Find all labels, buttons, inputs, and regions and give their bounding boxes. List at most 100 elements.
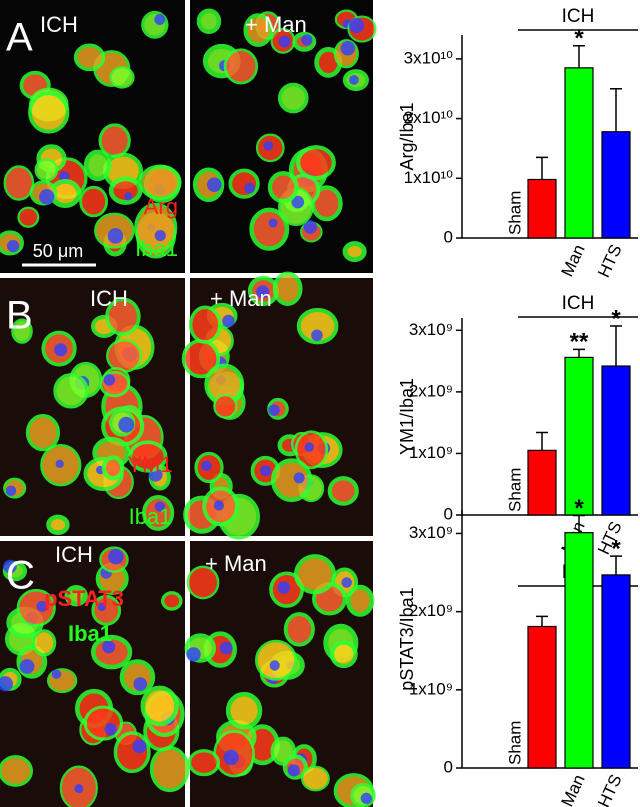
nucleus bbox=[260, 465, 272, 477]
nucleus bbox=[360, 792, 372, 804]
cell bbox=[228, 168, 260, 199]
cell bbox=[99, 370, 131, 398]
nucleus bbox=[303, 220, 318, 234]
y-tick-label: 3x10⁹ bbox=[409, 523, 453, 542]
cell bbox=[105, 297, 141, 336]
cell bbox=[270, 458, 313, 503]
cell bbox=[83, 149, 112, 182]
nucleus bbox=[19, 659, 35, 674]
cell bbox=[28, 91, 70, 134]
nucleus bbox=[201, 460, 212, 472]
cell bbox=[267, 171, 299, 204]
y-axis-label: Arg/Iba1 bbox=[397, 102, 417, 170]
cell bbox=[142, 495, 175, 531]
bar bbox=[601, 574, 631, 769]
nucleus bbox=[108, 548, 124, 565]
y-axis-label: pSTAT3/Iba1 bbox=[397, 587, 417, 690]
cell bbox=[149, 746, 190, 793]
y-tick-label: 3x10⁹ bbox=[409, 320, 453, 339]
nucleus bbox=[206, 177, 222, 193]
significance: * bbox=[611, 305, 621, 332]
cell bbox=[83, 705, 124, 741]
nucleus bbox=[341, 577, 352, 588]
y-axis-label: YM1/Iba1 bbox=[397, 378, 417, 455]
cell bbox=[243, 13, 274, 47]
nucleus bbox=[340, 41, 356, 56]
panel-letter: C bbox=[6, 554, 35, 598]
nucleus bbox=[5, 485, 17, 496]
cell bbox=[186, 565, 220, 600]
bracket-label: ICH bbox=[562, 6, 595, 27]
nucleus bbox=[277, 581, 291, 594]
nucleus bbox=[154, 501, 166, 512]
nucleus bbox=[3, 559, 17, 574]
cell bbox=[134, 202, 178, 254]
cell bbox=[0, 755, 34, 787]
error-bar bbox=[573, 44, 585, 68]
significance: * bbox=[574, 495, 584, 522]
nucleus bbox=[104, 723, 117, 736]
cell bbox=[32, 629, 57, 657]
nucleus bbox=[133, 677, 148, 691]
y-tick-label: 1x10⁹ bbox=[409, 679, 453, 698]
nucleus bbox=[0, 676, 13, 692]
bar bbox=[601, 365, 631, 516]
category-label: HTS bbox=[594, 519, 626, 558]
category-label: Sham bbox=[505, 721, 524, 765]
stain-label: Iba1 bbox=[135, 236, 178, 261]
panel-letter: B bbox=[6, 294, 33, 338]
nucleus bbox=[51, 669, 62, 679]
error-bar bbox=[536, 615, 548, 627]
cell bbox=[161, 591, 183, 611]
cell bbox=[105, 339, 143, 373]
stain-label: Iba1 bbox=[129, 504, 172, 529]
nucleus bbox=[219, 641, 233, 655]
cell bbox=[46, 514, 70, 535]
error-bar bbox=[610, 555, 622, 575]
category-label: Man bbox=[557, 242, 588, 280]
nucleus bbox=[278, 35, 291, 48]
nucleus bbox=[118, 416, 135, 433]
cell bbox=[345, 584, 375, 617]
image-label: + Man bbox=[210, 286, 272, 311]
nucleus bbox=[132, 739, 147, 754]
y-tick-label: 0 bbox=[444, 757, 453, 776]
nucleus bbox=[293, 472, 305, 484]
cell bbox=[25, 413, 61, 452]
image-label: ICH bbox=[55, 542, 93, 567]
cell bbox=[16, 588, 56, 627]
nucleus bbox=[97, 602, 107, 612]
y-tick-label: 1x10¹⁰ bbox=[404, 168, 454, 187]
bar bbox=[527, 625, 557, 769]
cell bbox=[342, 241, 367, 262]
nucleus bbox=[55, 459, 64, 469]
nucleus bbox=[268, 404, 280, 416]
error-bar bbox=[573, 348, 585, 358]
nucleus bbox=[291, 195, 305, 209]
cell bbox=[64, 585, 88, 607]
category-label: Sham bbox=[505, 468, 524, 512]
stain-label: pSTAT3 bbox=[44, 586, 124, 611]
nucleus bbox=[244, 182, 255, 194]
nucleus bbox=[154, 14, 166, 25]
cell bbox=[223, 48, 259, 85]
nucleus bbox=[268, 218, 278, 228]
cell bbox=[11, 318, 33, 344]
error-bar bbox=[610, 87, 622, 132]
y-tick-label: 1x10⁹ bbox=[409, 443, 453, 462]
nucleus bbox=[154, 229, 166, 242]
cell bbox=[138, 164, 182, 201]
cell bbox=[213, 394, 238, 419]
cell bbox=[3, 165, 35, 201]
cell bbox=[249, 207, 290, 251]
error-bar bbox=[573, 514, 585, 533]
cell bbox=[296, 145, 336, 181]
cell bbox=[254, 639, 297, 681]
y-tick-label: 2x10⁹ bbox=[409, 381, 453, 400]
cell bbox=[327, 476, 359, 506]
cell bbox=[79, 185, 109, 218]
y-tick-label: 3x10¹⁰ bbox=[404, 48, 454, 67]
image-label: ICH bbox=[90, 286, 128, 311]
cell bbox=[283, 612, 315, 647]
cell bbox=[296, 307, 339, 345]
